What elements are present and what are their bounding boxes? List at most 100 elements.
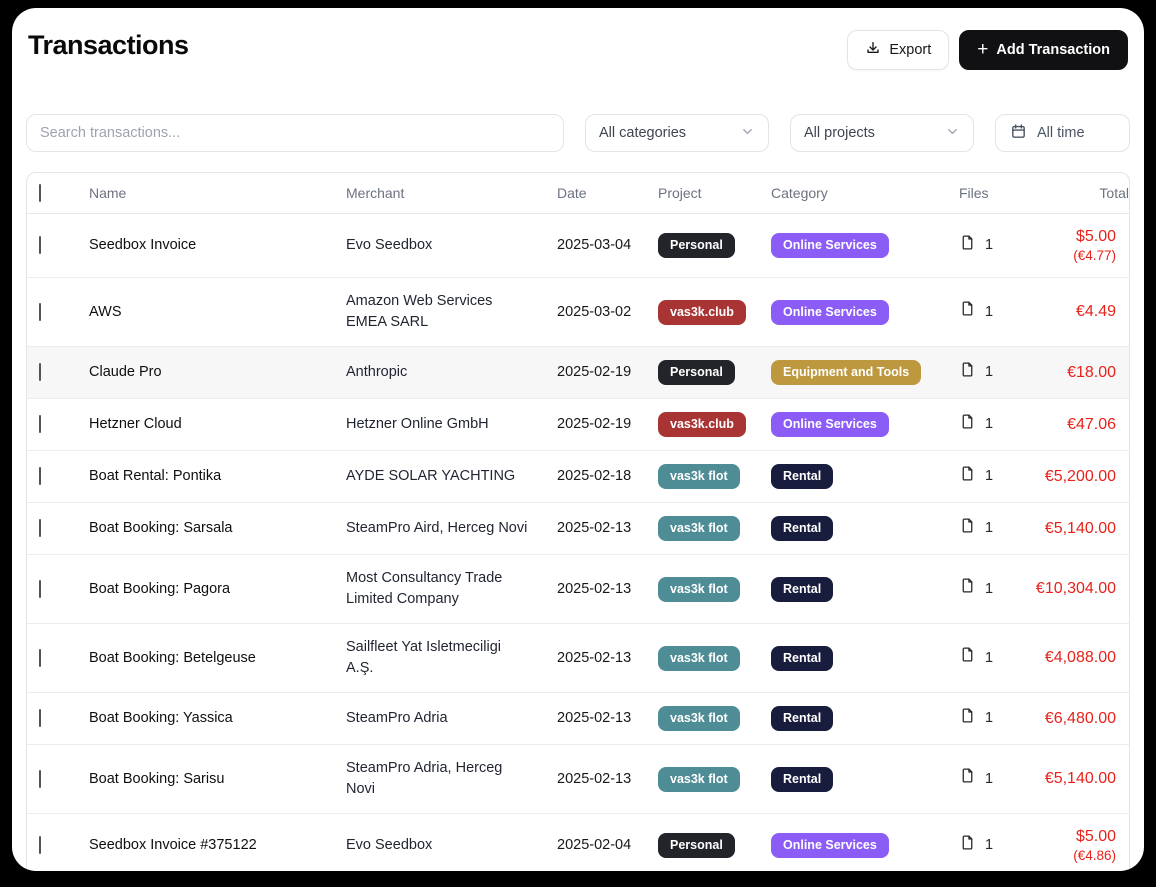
page-title: Transactions — [28, 30, 189, 60]
table-row[interactable]: Boat Booking: Pagora Most Consultancy Tr… — [27, 555, 1129, 624]
transaction-name: Boat Rental: Pontika — [89, 468, 222, 484]
transaction-merchant: Sailfleet Yat Isletmeciligi A.Ş. — [346, 639, 502, 676]
export-button-label: Export — [889, 42, 932, 58]
file-count: 1 — [985, 237, 994, 253]
transaction-name: AWS — [89, 303, 122, 320]
total-amount: €10,304.00 — [1035, 580, 1116, 597]
table-row[interactable]: Seedbox Invoice Evo Seedbox 2025-03-04 P… — [27, 214, 1129, 278]
table-row[interactable]: AWS Amazon Web Services EMEA SARL 2025-0… — [27, 278, 1129, 347]
transaction-date: 2025-03-04 — [557, 237, 632, 253]
transaction-date: 2025-02-13 — [557, 710, 632, 726]
file-icon — [959, 413, 976, 437]
transaction-date: 2025-02-18 — [557, 468, 632, 484]
transaction-total: €47.06 — [1035, 402, 1129, 448]
row-checkbox[interactable] — [39, 467, 41, 485]
row-checkbox[interactable] — [39, 363, 41, 381]
transaction-date: 2025-02-04 — [557, 837, 632, 853]
transaction-merchant: Most Consultancy Trade Limited Company — [346, 570, 503, 607]
categories-select-value: All categories — [599, 125, 687, 141]
transaction-date: 2025-02-13 — [557, 649, 632, 666]
search-input[interactable] — [40, 125, 550, 141]
transaction-date: 2025-02-13 — [557, 520, 632, 536]
transaction-name: Seedbox Invoice — [89, 237, 197, 253]
file-count: 1 — [985, 580, 994, 597]
file-icon — [959, 707, 976, 731]
row-checkbox[interactable] — [39, 579, 41, 598]
categories-select[interactable]: All categories — [585, 114, 769, 152]
transaction-merchant: SteamPro Aird, Herceg Novi — [346, 520, 528, 536]
file-icon — [959, 517, 976, 541]
export-button[interactable]: Export — [847, 30, 950, 70]
file-icon — [959, 767, 976, 791]
project-badge: vas3k flot — [658, 516, 740, 541]
project-badge: vas3k flot — [658, 576, 740, 602]
file-icon — [959, 646, 976, 670]
transaction-total: €18.00 — [1035, 350, 1129, 396]
total-amount: €5,140.00 — [1044, 770, 1116, 787]
column-header-date: Date — [557, 185, 587, 201]
total-amount: €5,200.00 — [1044, 467, 1116, 485]
column-header-files: Files — [959, 185, 989, 201]
file-count: 1 — [985, 837, 994, 853]
row-checkbox[interactable] — [39, 648, 41, 667]
download-icon — [865, 40, 881, 60]
file-count: 1 — [985, 416, 994, 432]
file-icon — [959, 361, 976, 385]
total-amount: €4,088.00 — [1044, 649, 1116, 666]
category-badge: Rental — [771, 464, 834, 489]
row-checkbox[interactable] — [39, 519, 41, 537]
table-row[interactable]: Claude Pro Anthropic 2025-02-19 Personal… — [27, 347, 1129, 399]
row-checkbox[interactable] — [39, 836, 41, 854]
file-count: 1 — [985, 468, 994, 484]
table-row[interactable]: Boat Booking: Sarisu SteamPro Adria, Her… — [27, 745, 1129, 814]
transaction-date: 2025-02-19 — [557, 364, 632, 380]
transaction-date: 2025-02-13 — [557, 580, 632, 597]
table-row[interactable]: Boat Rental: Pontika AYDE SOLAR YACHTING… — [27, 451, 1129, 503]
row-checkbox[interactable] — [39, 236, 41, 254]
table-row[interactable]: Boat Booking: Sarsala SteamPro Aird, Her… — [27, 503, 1129, 555]
project-badge: vas3k.club — [658, 299, 746, 325]
transaction-total: €5,140.00 — [1035, 506, 1129, 552]
transaction-name: Seedbox Invoice #375122 — [89, 837, 257, 853]
total-amount: €47.06 — [1067, 415, 1116, 433]
row-checkbox[interactable] — [39, 302, 41, 321]
row-checkbox[interactable] — [39, 415, 41, 433]
date-range-button[interactable]: All time — [995, 114, 1130, 152]
transaction-merchant: SteamPro Adria — [346, 710, 448, 726]
calendar-icon — [1010, 123, 1027, 144]
transaction-merchant: SteamPro Adria, Herceg Novi — [346, 760, 503, 797]
select-all-checkbox[interactable] — [39, 184, 41, 202]
table-row[interactable]: Hetzner Cloud Hetzner Online GmbH 2025-0… — [27, 399, 1129, 451]
transaction-total: €5,140.00 — [1035, 756, 1129, 802]
add-transaction-button[interactable]: + Add Transaction — [959, 30, 1128, 70]
category-badge: Rental — [771, 576, 834, 602]
category-badge: Online Services — [771, 299, 889, 325]
file-icon — [959, 465, 976, 489]
category-badge: Rental — [771, 706, 834, 731]
transaction-total: €4.49 — [1035, 289, 1129, 335]
project-badge: vas3k flot — [658, 706, 740, 731]
row-checkbox[interactable] — [39, 709, 41, 727]
file-count: 1 — [985, 649, 994, 666]
total-converted-amount: (€4.86) — [1073, 848, 1116, 863]
column-header-project: Project — [658, 185, 702, 201]
transaction-total: $5.00 (€4.86) — [1035, 814, 1129, 871]
transaction-date: 2025-02-13 — [557, 770, 632, 787]
category-badge: Online Services — [771, 233, 889, 258]
projects-select[interactable]: All projects — [790, 114, 974, 152]
transaction-merchant: Anthropic — [346, 364, 408, 380]
table-row[interactable]: Boat Booking: Yassica SteamPro Adria 202… — [27, 693, 1129, 745]
table-row[interactable]: Boat Booking: Betelgeuse Sailfleet Yat I… — [27, 624, 1129, 693]
project-badge: Personal — [658, 360, 735, 385]
file-icon — [959, 834, 976, 858]
add-transaction-label: Add Transaction — [996, 42, 1110, 58]
top-bar: Transactions Export + Add Transaction — [26, 30, 1130, 70]
category-badge: Rental — [771, 645, 834, 671]
search-box — [26, 114, 564, 152]
project-badge: Personal — [658, 233, 735, 258]
row-checkbox[interactable] — [39, 769, 41, 788]
transactions-table: Name Merchant Date Project Category File… — [26, 172, 1130, 871]
table-row[interactable]: Seedbox Invoice #375122 Evo Seedbox 2025… — [27, 814, 1129, 871]
transaction-merchant: Evo Seedbox — [346, 837, 433, 853]
project-badge: vas3k flot — [658, 645, 740, 671]
